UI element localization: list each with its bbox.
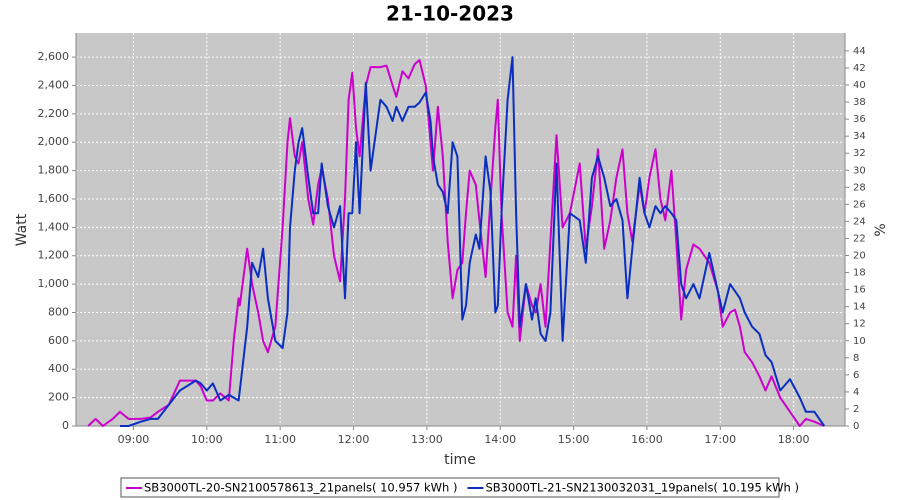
y-tick-label: 1,400: [38, 220, 70, 233]
y2-tick-label: 10: [853, 336, 866, 347]
y2-tick-label: 0: [853, 421, 859, 432]
y2-tick-label: 32: [853, 148, 866, 159]
y-tick-label: 600: [48, 334, 69, 347]
y2-tick-label: 22: [853, 233, 866, 244]
y2-tick-label: 36: [853, 114, 866, 125]
y-tick-label: 1,000: [38, 277, 70, 290]
y2-tick-label: 38: [853, 97, 866, 108]
y-tick-label: 0: [62, 419, 69, 432]
y2-tick-label: 24: [853, 216, 866, 227]
y-tick-label: 1,600: [38, 192, 70, 205]
y2-tick-label: 8: [853, 353, 859, 364]
y2-tick-label: 30: [853, 165, 866, 176]
y2-tick-label: 12: [853, 319, 866, 330]
y-tick-label: 200: [48, 391, 69, 404]
y2-tick-label: 18: [853, 268, 866, 279]
x-tick-label: 13:00: [411, 433, 443, 446]
chart-title: 21-10-2023: [386, 2, 514, 26]
y-tick-label: 2,000: [38, 135, 70, 148]
x-axis-label: time: [444, 452, 476, 468]
y-tick-label: 400: [48, 362, 69, 375]
x-tick-label: 10:00: [191, 433, 223, 446]
y-tick-label: 1,800: [38, 164, 70, 177]
x-tick-label: 17:00: [704, 433, 736, 446]
x-tick-label: 16:00: [631, 433, 663, 446]
y-tick-label: 2,400: [38, 78, 70, 91]
y2-tick-label: 28: [853, 182, 866, 193]
x-tick-label: 14:00: [484, 433, 516, 446]
y-tick-label: 800: [48, 305, 69, 318]
y2-tick-label: 2: [853, 404, 859, 415]
y2-axis-label: %: [873, 223, 889, 236]
legend: [120, 477, 780, 498]
x-tick-label: 15:00: [558, 433, 590, 446]
y-tick-label: 2,200: [38, 107, 70, 120]
y2-tick-label: 42: [853, 63, 866, 74]
x-tick-label: 18:00: [778, 433, 810, 446]
series-line: [120, 56, 826, 427]
y2-tick-label: 14: [853, 302, 866, 313]
x-tick-label: 12:00: [338, 433, 370, 446]
y-tick-label: 2,600: [38, 50, 70, 63]
y2-tick-label: 16: [853, 285, 866, 296]
legend-label: SB3000TL-20-SN2100578613_21panels( 10.95…: [144, 481, 457, 495]
y-axis-label: Watt: [14, 213, 30, 246]
y2-tick-label: 40: [853, 80, 866, 91]
x-tick-label: 11:00: [264, 433, 296, 446]
y2-tick-label: 44: [853, 46, 866, 57]
y2-tick-label: 20: [853, 251, 866, 262]
y2-tick-label: 26: [853, 199, 866, 210]
y-tick-label: 1,200: [38, 249, 70, 262]
x-tick-label: 09:00: [118, 433, 150, 446]
y2-tick-label: 4: [853, 387, 859, 398]
y2-tick-label: 6: [853, 370, 859, 381]
legend-label: SB3000TL-21-SN2130032031_19panels( 10.19…: [485, 481, 798, 495]
y2-tick-label: 34: [853, 131, 866, 142]
